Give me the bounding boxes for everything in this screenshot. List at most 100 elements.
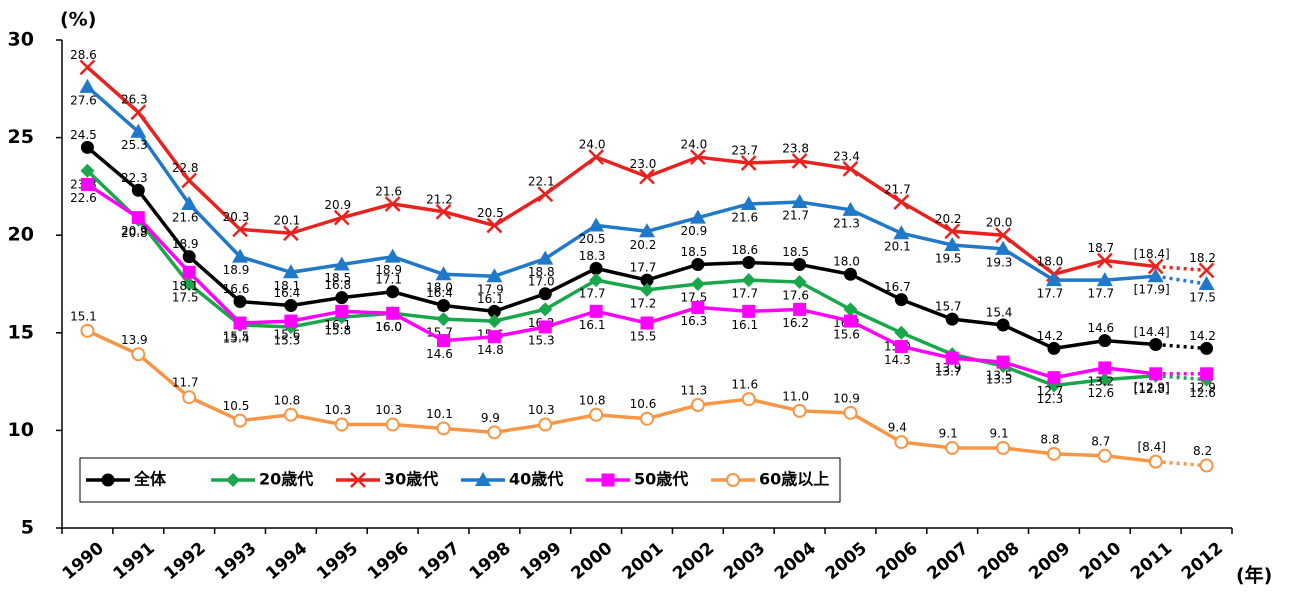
series-line — [86, 146, 1156, 351]
point — [1096, 272, 1113, 287]
point — [1199, 458, 1214, 473]
point — [537, 250, 554, 265]
point — [475, 472, 491, 486]
point — [384, 196, 401, 212]
value-label: 8.7 — [1091, 434, 1110, 448]
value-label: 14.2 — [1037, 329, 1064, 343]
point — [335, 291, 349, 305]
value-label: 20.5 — [477, 206, 504, 220]
x-tick-label: 1998 — [466, 538, 515, 584]
value-label: 16.3 — [681, 314, 708, 328]
value-label: 17.2 — [630, 296, 657, 310]
value-label: 18.8 — [528, 265, 555, 279]
point — [589, 304, 603, 318]
projection-line — [1155, 274, 1207, 286]
value-label: 14.3 — [884, 353, 911, 367]
point — [350, 472, 366, 488]
x-tick-label: 1991 — [110, 538, 159, 584]
value-label: 9.1 — [939, 426, 958, 440]
series-line — [86, 66, 1156, 277]
point — [842, 160, 859, 177]
point — [538, 302, 553, 317]
value-label: 14.2 — [1189, 329, 1216, 343]
point — [182, 250, 196, 264]
point — [1198, 262, 1215, 279]
x-tick-label: 2007 — [924, 538, 973, 584]
point — [1149, 367, 1163, 381]
value-label: 16.6 — [223, 282, 250, 296]
point — [182, 277, 197, 291]
x-tick-label: 1997 — [415, 538, 464, 584]
point — [1097, 448, 1112, 463]
value-label: 20.9 — [324, 198, 351, 212]
point — [282, 264, 299, 279]
value-label: 14.6 — [426, 347, 453, 361]
point — [792, 403, 807, 418]
projection-line — [1155, 342, 1207, 351]
point — [589, 261, 603, 275]
value-label: 20.5 — [579, 232, 606, 246]
projection-line — [1155, 264, 1207, 273]
x-tick-label: 2010 — [1076, 538, 1125, 584]
value-label: 17.7 — [1087, 287, 1114, 301]
value-label: 12.6 — [1087, 386, 1114, 400]
point — [131, 183, 145, 197]
point — [487, 314, 502, 329]
value-label: 18.9 — [375, 263, 402, 277]
x-tick-label: 1996 — [364, 538, 413, 584]
point — [436, 312, 451, 327]
point — [791, 194, 808, 209]
x-tick-label: 1993 — [211, 538, 260, 584]
value-label: 16.2 — [782, 316, 809, 330]
value-label: 21.2 — [426, 192, 453, 206]
point — [893, 225, 910, 240]
point — [486, 268, 503, 283]
point — [894, 293, 908, 307]
point — [690, 277, 705, 291]
point — [640, 273, 654, 287]
value-label: 17.5 — [1189, 291, 1216, 305]
point — [741, 273, 756, 288]
point — [181, 172, 198, 189]
value-label: 13.3 — [986, 372, 1013, 386]
value-label: 21.3 — [833, 216, 860, 230]
point — [588, 217, 605, 232]
x-tick-label: 2009 — [1025, 538, 1074, 584]
value-label: 15.4 — [986, 305, 1013, 319]
value-label: 23.8 — [782, 142, 809, 156]
value-label: [8.4] — [1137, 440, 1165, 454]
x-tick-label: 1990 — [59, 538, 108, 584]
point — [435, 266, 452, 281]
point — [437, 298, 451, 312]
value-label: 19.5 — [935, 251, 962, 265]
point — [333, 209, 350, 226]
point — [1097, 372, 1112, 387]
point — [589, 273, 604, 288]
point — [79, 78, 96, 93]
point — [384, 248, 401, 263]
x-tick-label: 2004 — [771, 538, 820, 584]
value-label: 17.7 — [1037, 287, 1064, 301]
point — [284, 298, 298, 312]
point — [1147, 268, 1164, 283]
point — [537, 186, 554, 203]
point — [894, 325, 909, 340]
value-label: 14.8 — [477, 343, 504, 357]
value-label: 15.6 — [274, 328, 301, 342]
value-label: 12.3 — [1037, 392, 1064, 406]
y-tick-label: 10 — [8, 419, 34, 441]
point — [538, 287, 552, 301]
point — [538, 417, 553, 432]
y-tick-label: 20 — [8, 224, 34, 246]
point — [995, 240, 1012, 255]
value-label: 17.9 — [477, 283, 504, 297]
y-tick-label: 15 — [8, 321, 34, 343]
value-label: 16.0 — [375, 320, 402, 334]
point — [1200, 341, 1214, 355]
point — [101, 473, 115, 487]
value-label: 16.1 — [731, 318, 758, 332]
value-label: 20.2 — [935, 212, 962, 226]
value-label: 12.6 — [1189, 386, 1216, 400]
point — [996, 355, 1010, 369]
